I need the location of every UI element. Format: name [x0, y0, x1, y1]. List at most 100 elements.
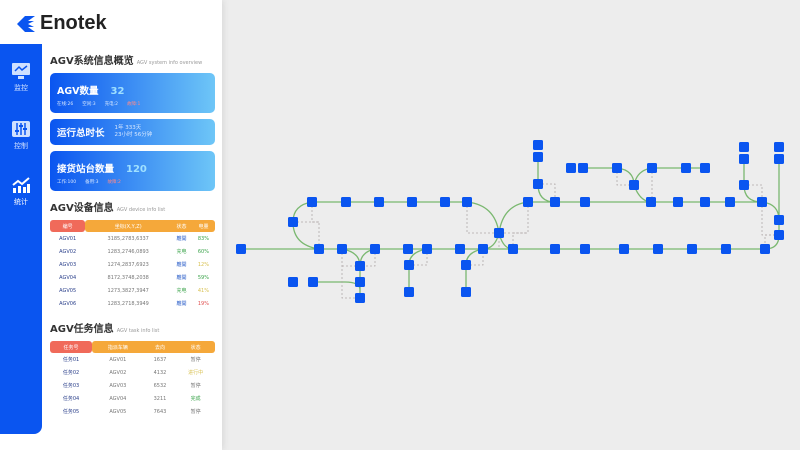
table-cell: 暂停 — [190, 409, 201, 415]
column-header[interactable]: 坐标(X,Y,Z) — [85, 220, 172, 232]
chart-icon — [12, 177, 30, 193]
station-node[interactable] — [774, 215, 784, 225]
table-cell: 暂停 — [190, 383, 201, 389]
table-row[interactable]: AGV06 1283,2718,3949 離開 19% — [50, 297, 215, 310]
table-row[interactable]: 任务01 AGV01 1637 暂停 — [50, 353, 215, 366]
station-node[interactable] — [739, 154, 749, 164]
station-node[interactable] — [580, 244, 590, 254]
station-node[interactable] — [478, 244, 488, 254]
station-node[interactable] — [619, 244, 629, 254]
table-cell: AGV03 — [59, 261, 77, 268]
station-node[interactable] — [550, 244, 560, 254]
nav-item-control[interactable]: 控制 — [0, 120, 42, 151]
table-row[interactable]: AGV03 1274,2837,6923 離開 12% — [50, 258, 215, 271]
table-row[interactable]: AGV05 1273,3827,3947 充电 41% — [50, 284, 215, 297]
sliders-icon — [12, 121, 30, 137]
station-node[interactable] — [440, 197, 450, 207]
column-header[interactable]: 电量 — [191, 220, 215, 232]
table-row[interactable]: 任务04 AGV04 3211 完成 — [50, 392, 215, 405]
table-cell: 进行中 — [188, 370, 204, 376]
table-cell: 離開 — [176, 301, 187, 307]
station-node[interactable] — [404, 287, 414, 297]
station-node[interactable] — [403, 244, 413, 254]
device-table: 编号 坐标(X,Y,Z) 状态 电量 AGV01 3185,2783,6337 離開 83% A… — [50, 220, 215, 310]
table-cell: 充电 — [176, 288, 187, 294]
station-node[interactable] — [721, 244, 731, 254]
table-cell: 60% — [197, 248, 209, 255]
station-node[interactable] — [578, 163, 588, 173]
station-node[interactable] — [760, 244, 770, 254]
station-node[interactable] — [288, 217, 298, 227]
station-node[interactable] — [646, 197, 656, 207]
station-node[interactable] — [533, 152, 543, 162]
station-node[interactable] — [523, 197, 533, 207]
station-node[interactable] — [533, 179, 543, 189]
table-cell: 41% — [197, 287, 209, 294]
devices-title: AGV设备信息 AGV device info list — [50, 203, 166, 214]
nav-item-monitor[interactable]: 监控 — [0, 62, 42, 93]
station-node[interactable] — [422, 244, 432, 254]
link-path — [311, 202, 320, 249]
table-row[interactable]: AGV01 3185,2783,6337 離開 83% — [50, 232, 215, 245]
station-node[interactable] — [314, 244, 324, 254]
station-node[interactable] — [404, 260, 414, 270]
table-row[interactable]: 任务05 AGV05 7643 暂停 — [50, 405, 215, 418]
station-node[interactable] — [407, 197, 417, 207]
station-node[interactable] — [687, 244, 697, 254]
table-row[interactable]: 任务02 AGV02 4132 进行中 — [50, 366, 215, 379]
station-node[interactable] — [653, 244, 663, 254]
station-node[interactable] — [337, 244, 347, 254]
station-node[interactable] — [288, 277, 298, 287]
station-node[interactable] — [681, 163, 691, 173]
station-node[interactable] — [725, 197, 735, 207]
column-header[interactable]: 编号 — [50, 220, 86, 232]
station-node[interactable] — [494, 228, 504, 238]
station-node[interactable] — [774, 154, 784, 164]
station-node[interactable] — [739, 180, 749, 190]
link-path — [512, 202, 529, 249]
station-node[interactable] — [566, 163, 576, 173]
station-node[interactable] — [774, 230, 784, 240]
table-row[interactable]: AGV02 1283,2746,0893 充电 60% — [50, 245, 215, 258]
logo: Enotek — [16, 12, 107, 35]
station-node[interactable] — [370, 244, 380, 254]
station-node[interactable] — [461, 260, 471, 270]
station-node[interactable] — [307, 197, 317, 207]
station-node[interactable] — [236, 244, 246, 254]
station-node[interactable] — [455, 244, 465, 254]
station-node[interactable] — [700, 163, 710, 173]
station-node[interactable] — [580, 197, 590, 207]
station-node[interactable] — [461, 287, 471, 297]
table-row[interactable]: 任务03 AGV03 6532 暂停 — [50, 379, 215, 392]
nav-item-statistics[interactable]: 统计 — [0, 176, 42, 207]
station-node[interactable] — [647, 163, 657, 173]
sidebar-nav: 监控 控制 统计 — [0, 44, 42, 434]
station-node[interactable] — [739, 142, 749, 152]
station-node[interactable] — [462, 197, 472, 207]
agv-route-map[interactable] — [222, 0, 800, 450]
station-node[interactable] — [355, 261, 365, 271]
table-cell: 離開 — [176, 236, 187, 242]
station-node[interactable] — [629, 180, 639, 190]
station-node[interactable] — [374, 197, 384, 207]
column-header[interactable]: 任务号 — [50, 341, 93, 353]
station-node[interactable] — [508, 244, 518, 254]
tasks-title: AGV任务信息 AGV task info list — [50, 324, 160, 335]
station-node[interactable] — [757, 197, 767, 207]
station-node[interactable] — [341, 197, 351, 207]
station-node[interactable] — [774, 142, 784, 152]
station-node[interactable] — [533, 140, 543, 150]
station-node[interactable] — [673, 197, 683, 207]
column-header[interactable]: 去向 — [143, 341, 177, 353]
station-node[interactable] — [355, 277, 365, 287]
station-node[interactable] — [550, 197, 560, 207]
column-header[interactable]: 状态 — [176, 341, 215, 353]
table-row[interactable]: AGV04 8172,3748,2038 離開 59% — [50, 271, 215, 284]
station-node[interactable] — [700, 197, 710, 207]
station-node[interactable] — [355, 293, 365, 303]
station-node[interactable] — [612, 163, 622, 173]
station-node[interactable] — [308, 277, 318, 287]
table-cell: 任务05 — [62, 409, 80, 415]
column-header[interactable]: 指派车辆 — [92, 341, 144, 353]
column-header[interactable]: 状态 — [171, 220, 192, 232]
